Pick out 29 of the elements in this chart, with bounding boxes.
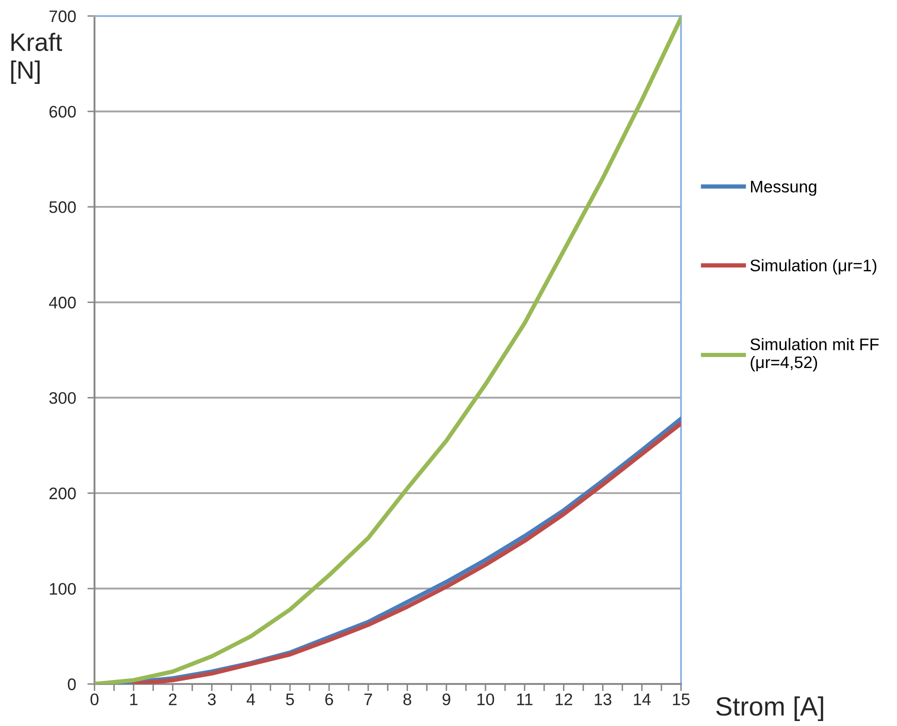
x-tick-label: 6 — [325, 693, 333, 706]
x-tick-label: 14 — [634, 694, 651, 706]
x-tick-label: 1 — [130, 694, 138, 706]
y-tick-label: 600 — [49, 106, 76, 118]
x-tick-label: 13 — [594, 693, 612, 706]
x-tick-label: 8 — [403, 693, 412, 706]
y-tick-label: 0 — [68, 678, 76, 690]
y-tick-label: 700 — [49, 10, 76, 22]
y-tick-label: 100 — [50, 582, 76, 595]
y-tick-label: 300 — [49, 392, 76, 404]
x-tick-label: 3 — [208, 693, 216, 706]
x-tick-label: 9 — [442, 693, 450, 706]
x-tick-label: 5 — [286, 694, 294, 706]
x-tick-label: 10 — [478, 693, 494, 706]
legend-label: Simulation mit FF (μr=4,52) — [750, 338, 879, 372]
y-tick-label: 200 — [49, 488, 76, 500]
y-tick-label: 400 — [49, 296, 76, 308]
x-tick-label: 4 — [246, 694, 256, 706]
y-axis-title: Kraft [N] — [11, 32, 62, 84]
x-tick-label: 11 — [517, 694, 532, 706]
y-tick-label: 500 — [49, 201, 76, 214]
x-tick-label: 15 — [673, 694, 690, 706]
x-tick-label: 2 — [168, 693, 176, 706]
legend-label: Messung — [751, 180, 816, 196]
x-tick-label: 7 — [364, 694, 372, 706]
x-axis-title: Strom [A] — [716, 696, 824, 722]
x-tick-label: 0 — [90, 693, 98, 706]
legend-label: Simulation (μr=1) — [750, 259, 876, 275]
x-tick-label: 12 — [556, 693, 572, 706]
